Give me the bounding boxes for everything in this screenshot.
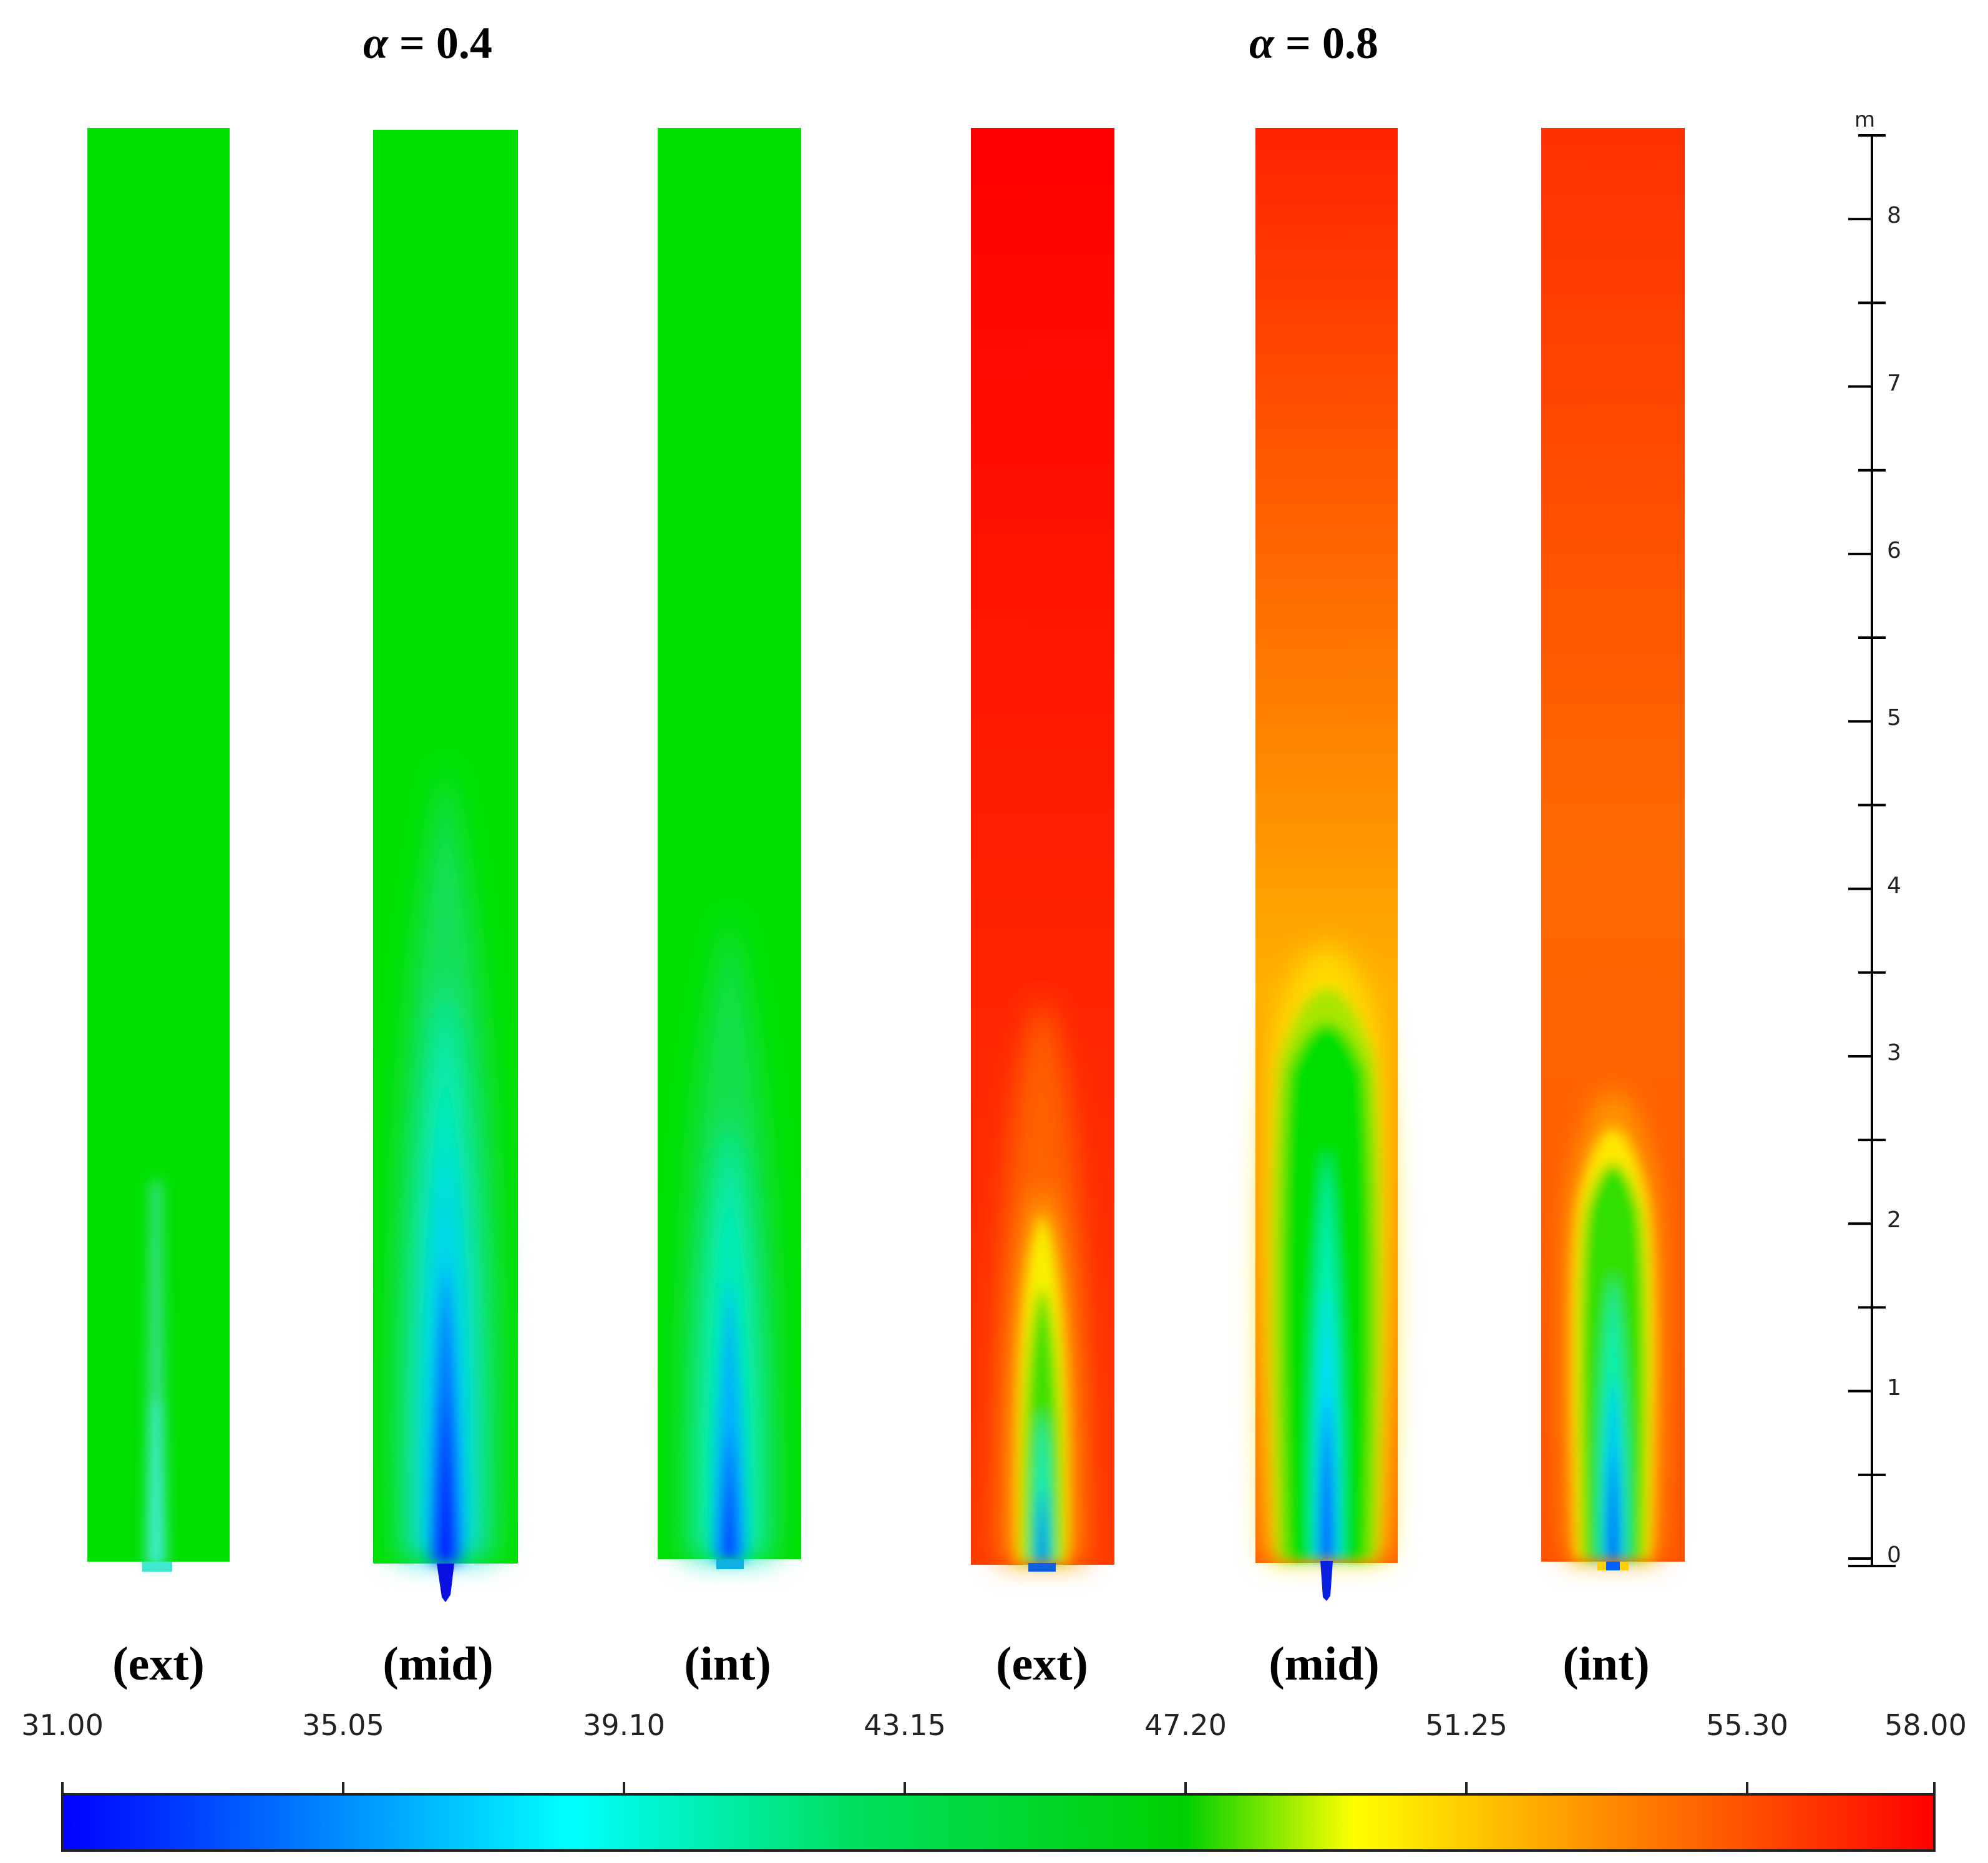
alpha-symbol: α: [363, 18, 388, 68]
panel-08-mid: [1255, 128, 1398, 1601]
panel-04-mid: [373, 130, 518, 1602]
alpha-symbol: α: [1249, 18, 1274, 68]
colorbar-tick-label: 31.00: [21, 1708, 104, 1742]
scale-label: 1: [1887, 1374, 1901, 1401]
scale-label: 3: [1887, 1039, 1901, 1066]
alpha-value: = 0.8: [1274, 18, 1378, 68]
alpha-value: = 0.4: [387, 18, 492, 68]
colorbar-tick-label: 58.00: [1884, 1708, 1967, 1742]
scale-label: 7: [1887, 370, 1901, 396]
scale-unit: m: [1854, 107, 1876, 132]
title-alpha-08: α = 0.8: [1249, 17, 1378, 69]
panel-04-int: [658, 128, 801, 1569]
colorbar-tick-label: 47.20: [1144, 1708, 1227, 1742]
height-scale: [1848, 134, 1896, 1567]
colorbar-gradient: [61, 1793, 1936, 1852]
colorbar-tick-label: 51.25: [1425, 1708, 1508, 1742]
scale-label: 0: [1887, 1542, 1901, 1568]
panel-label-04-ext: (ext): [112, 1638, 205, 1690]
colorbar-tick-label: 43.15: [864, 1708, 946, 1742]
colorbar-tick-label: 55.30: [1706, 1708, 1788, 1742]
title-alpha-04: α = 0.4: [363, 17, 492, 69]
scale-label: 8: [1887, 203, 1901, 229]
panel-label-08-ext: (ext): [996, 1638, 1088, 1690]
panel-label-04-mid: (mid): [382, 1638, 494, 1690]
panel-08-ext: [971, 128, 1114, 1572]
panel-label-04-int: (int): [684, 1638, 771, 1690]
panel-04-ext: [87, 128, 230, 1572]
scale-label: 4: [1887, 872, 1901, 898]
panel-08-int: [1541, 128, 1685, 1570]
colorbar-tick-label: 35.05: [302, 1708, 384, 1742]
colorbar: [61, 1782, 1936, 1852]
scale-label: 2: [1887, 1207, 1901, 1233]
panel-label-08-mid: (mid): [1269, 1638, 1380, 1690]
scale-label: 6: [1887, 537, 1901, 563]
colorbar-tick-label: 39.10: [583, 1708, 665, 1742]
panel-label-08-int: (int): [1562, 1638, 1650, 1690]
scale-label: 5: [1887, 705, 1901, 731]
